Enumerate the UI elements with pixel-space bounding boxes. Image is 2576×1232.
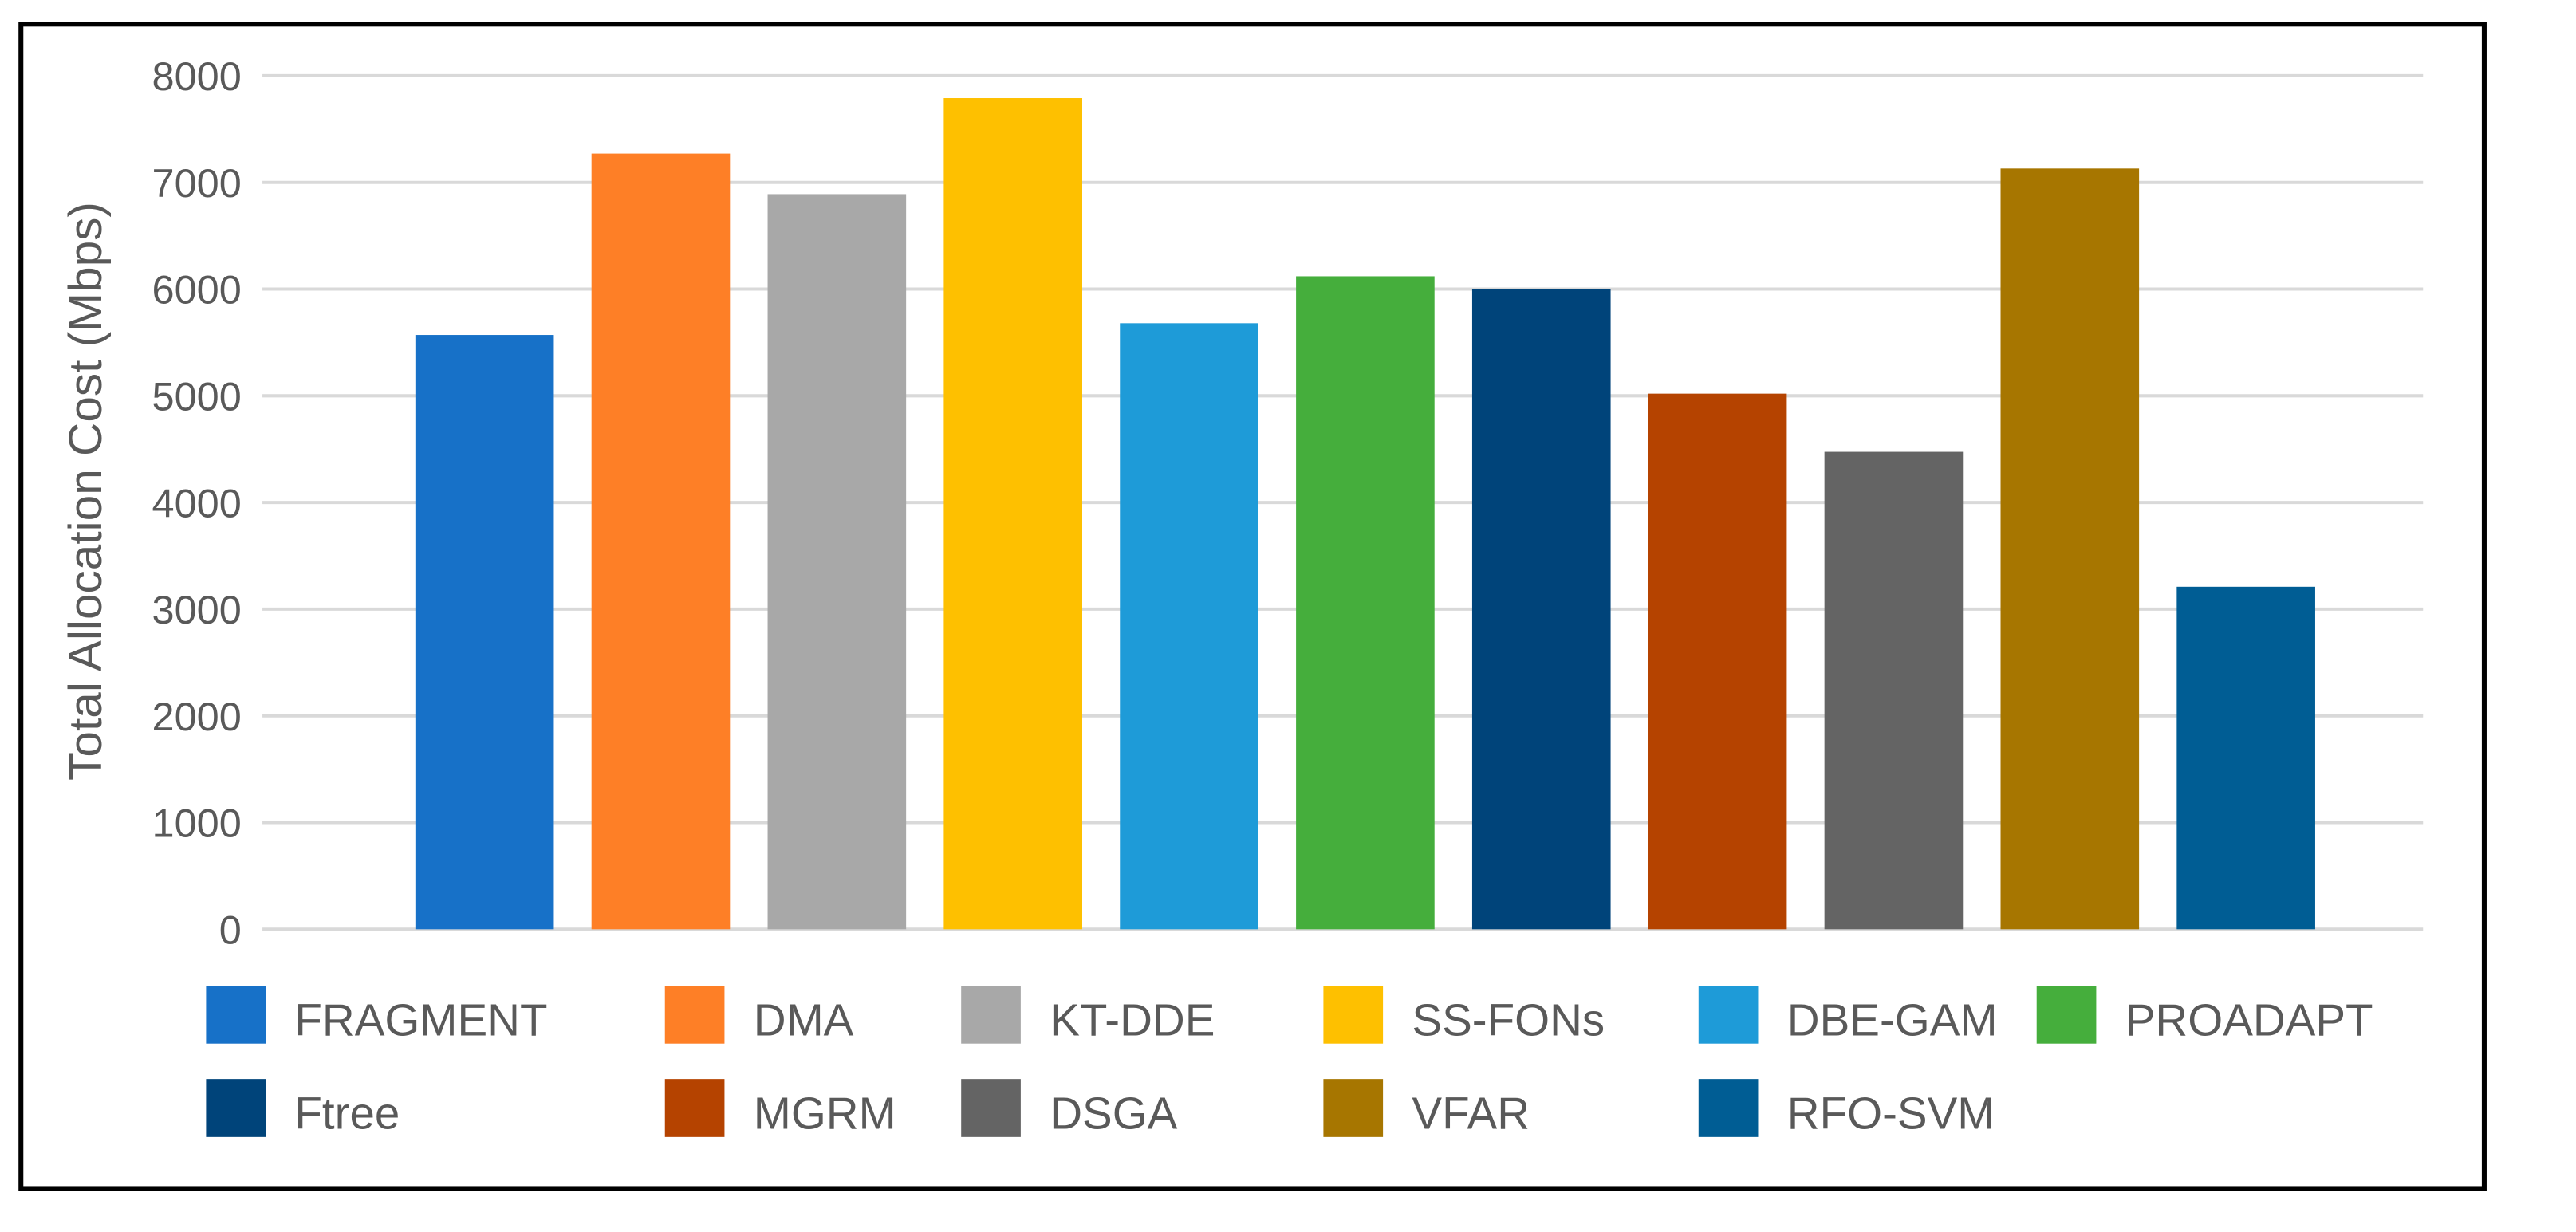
bar-rfo-svm	[2176, 586, 2315, 930]
bar-kt-dde	[767, 194, 907, 930]
y-tick-label: 3000	[152, 587, 242, 632]
legend-label: FRAGMENT	[294, 995, 547, 1045]
y-axis-ticks: 0 1000 2000 3000 4000 5000 6000 7000 8000	[152, 53, 242, 952]
bar-dma	[591, 153, 731, 930]
legend-swatch	[206, 986, 266, 1044]
bar-vfar	[2000, 168, 2140, 930]
bar-dbe-gam	[1120, 323, 1258, 930]
legend-swatch	[206, 1079, 266, 1137]
legend-item: PROADAPT	[2036, 986, 2373, 1045]
legend-label: Ftree	[294, 1088, 400, 1139]
legend-item: KT-DDE	[961, 986, 1215, 1045]
legend-item: RFO-SVM	[1698, 1079, 1995, 1139]
y-tick-label: 2000	[152, 694, 242, 739]
legend-item: FRAGMENT	[206, 986, 547, 1045]
legend: FRAGMENT DMA KT-DDE SS-FONs DBE-GAM PROADAPT F…	[206, 986, 2373, 1139]
bar-proadapt	[1296, 276, 1435, 930]
legend-swatch	[2036, 986, 2097, 1044]
y-tick-label: 5000	[152, 373, 242, 419]
y-tick-label: 8000	[152, 53, 242, 99]
bar-fragment	[415, 335, 554, 930]
y-tick-label: 4000	[152, 480, 242, 525]
legend-item: Ftree	[206, 1079, 400, 1139]
legend-swatch	[961, 1079, 1021, 1137]
legend-swatch	[1698, 1079, 1759, 1137]
legend-label: DSGA	[1050, 1088, 1177, 1139]
legend-item: DMA	[664, 986, 854, 1045]
legend-item: DBE-GAM	[1698, 986, 1998, 1045]
bar-ftree	[1471, 289, 1611, 930]
legend-label: MGRM	[754, 1088, 896, 1139]
y-tick-label: 1000	[152, 801, 242, 846]
legend-label: PROADAPT	[2125, 995, 2373, 1045]
legend-label: DBE-GAM	[1787, 995, 1998, 1045]
legend-item: DSGA	[961, 1079, 1178, 1139]
legend-item: VFAR	[1323, 1079, 1530, 1139]
legend-label: KT-DDE	[1050, 995, 1215, 1045]
legend-swatch	[1323, 1079, 1384, 1137]
legend-item: SS-FONs	[1323, 986, 1605, 1045]
bar-ss-fons	[943, 98, 1083, 930]
y-tick-label: 6000	[152, 267, 242, 313]
legend-item: MGRM	[664, 1079, 896, 1139]
legend-label: DMA	[754, 995, 854, 1045]
y-tick-label: 7000	[152, 160, 242, 206]
bar-dsga	[1824, 451, 1964, 930]
legend-label: SS-FONs	[1412, 995, 1605, 1045]
legend-swatch	[961, 986, 1021, 1044]
legend-label: RFO-SVM	[1787, 1088, 1995, 1139]
legend-swatch	[1323, 986, 1384, 1044]
y-tick-label: 0	[219, 907, 242, 952]
legend-swatch	[664, 986, 725, 1044]
bars	[415, 98, 2315, 930]
y-axis-label: Total Allocation Cost (Mbps)	[60, 202, 112, 781]
bar-mgrm	[1648, 393, 1787, 930]
legend-swatch	[664, 1079, 725, 1137]
legend-swatch	[1698, 986, 1759, 1044]
legend-label: VFAR	[1412, 1088, 1530, 1139]
